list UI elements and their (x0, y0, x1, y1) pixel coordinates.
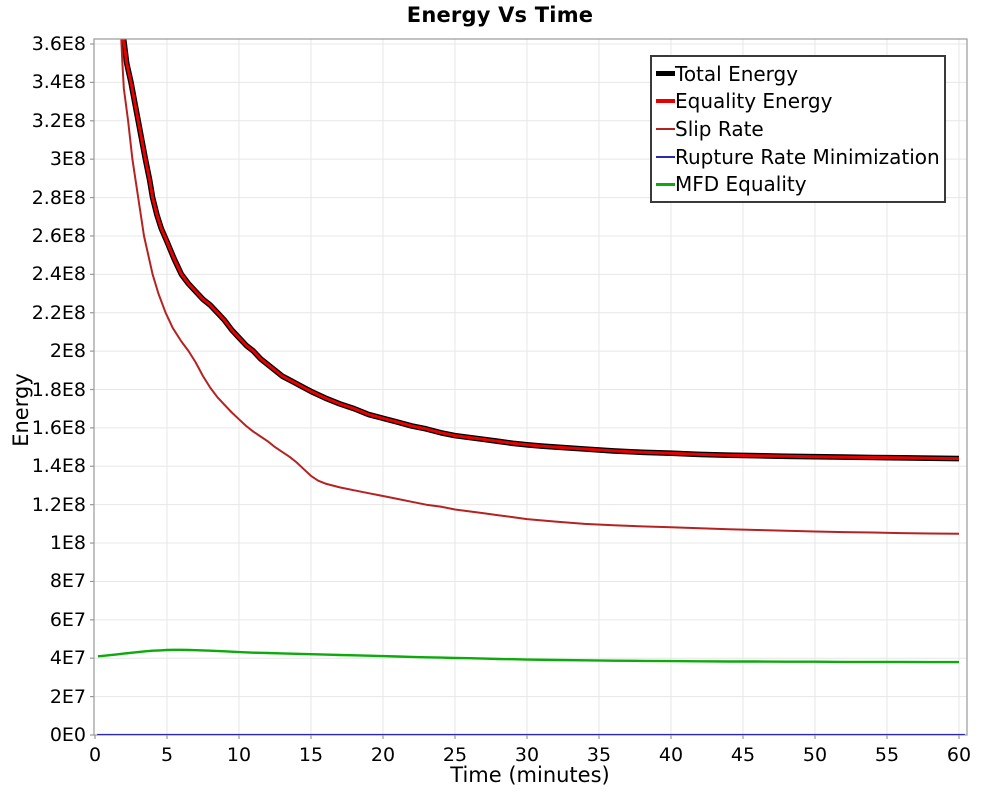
x-tick-label: 20 (370, 744, 396, 766)
x-tick-label: 50 (802, 744, 828, 766)
y-tick-label: 2.6E8 (31, 224, 86, 247)
x-tick-label: 35 (586, 744, 612, 766)
x-tick-label: 25 (442, 744, 468, 766)
x-tick-label: 5 (160, 744, 174, 766)
y-tick-label: 2.2E8 (31, 301, 86, 324)
legend-swatch-total-energy (656, 71, 675, 77)
x-axis-label: Time (minutes) (450, 763, 610, 787)
y-tick-label: 8E7 (49, 570, 86, 593)
y-tick-label: 2.4E8 (31, 263, 86, 286)
x-tick-label: 60 (946, 744, 972, 766)
legend-item-mfd-equality: MFD Equality (656, 172, 940, 196)
y-tick-label: 3.6E8 (31, 33, 86, 56)
x-tick-label: 10 (226, 744, 252, 766)
x-tick-label: 45 (730, 744, 756, 766)
y-tick-label: 3.4E8 (31, 71, 86, 94)
x-tick-label: 15 (298, 744, 324, 766)
y-tick-label: 1.4E8 (31, 455, 86, 478)
y-tick-label: 1.8E8 (31, 378, 86, 401)
y-tick-label: 1E8 (49, 532, 86, 555)
chart-title: Energy Vs Time (406, 3, 594, 27)
y-tick-label: 3.2E8 (31, 109, 86, 132)
legend-label: Rupture Rate Minimization (675, 144, 940, 169)
legend-label: Total Energy (675, 61, 799, 86)
legend-label: MFD Equality (675, 172, 807, 197)
legend-swatch-mfd-equality (656, 182, 675, 186)
legend-swatch-slip-rate (656, 127, 675, 130)
y-tick-label: 2E8 (49, 340, 86, 363)
legend-item-rupture-rate-minimization: Rupture Rate Minimization (656, 145, 940, 169)
x-tick-label: 0 (88, 744, 102, 766)
legend-label: Slip Rate (675, 116, 764, 141)
x-tick-label: 40 (658, 744, 684, 766)
legend-item-total-energy: Total Energy (656, 62, 940, 86)
y-tick-label: 0E0 (49, 724, 86, 746)
x-tick-label: 55 (874, 744, 900, 766)
series-line-slip-rate (120, 39, 960, 535)
legend-label: Equality Energy (675, 89, 833, 114)
y-tick-label: 1.6E8 (31, 416, 86, 439)
series-line-equality-energy (122, 39, 960, 461)
legend-item-slip-rate: Slip Rate (656, 117, 940, 141)
legend-swatch-rupture-rate-minimization (656, 155, 675, 158)
y-tick-label: 2.8E8 (31, 186, 86, 209)
legend: Total Energy Equality Energy Slip Rate Rupt… (650, 55, 946, 203)
y-tick-label: 1.2E8 (31, 493, 86, 516)
x-tick-label: 30 (514, 744, 540, 766)
y-tick-label: 3E8 (49, 148, 86, 171)
legend-item-equality-energy: Equality Energy (656, 89, 940, 113)
legend-swatch-equality-energy (656, 99, 675, 104)
y-tick-label: 6E7 (49, 608, 86, 631)
series-line-mfd-equality (97, 648, 959, 664)
y-tick-label: 4E7 (49, 647, 86, 670)
y-tick-label: 2E7 (49, 685, 86, 708)
